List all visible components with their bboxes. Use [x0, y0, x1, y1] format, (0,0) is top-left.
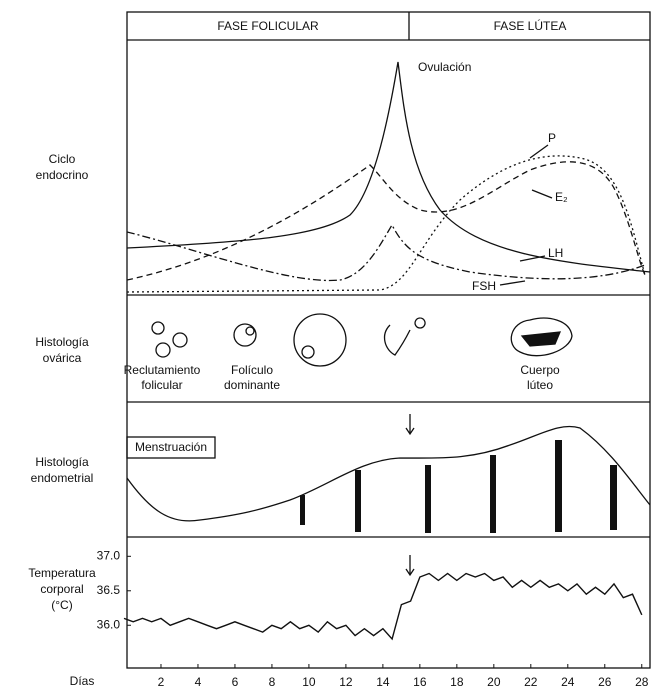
curve-label: FSH [472, 279, 496, 293]
y-tick-label: 37.0 [97, 548, 121, 562]
leader [530, 145, 548, 158]
x-tick-label: 26 [598, 675, 612, 689]
row-label: Histología [35, 335, 89, 349]
x-tick-label: 10 [302, 675, 316, 689]
ovary-label: lúteo [527, 378, 553, 392]
curve-label: P [548, 131, 556, 145]
leader [532, 190, 552, 198]
curve-label: Ovulación [418, 60, 471, 74]
y-axis-label: (°C) [51, 598, 72, 612]
y-tick-label: 36.5 [97, 583, 121, 597]
leader [520, 256, 545, 261]
row-label: endometrial [31, 471, 94, 485]
phase: FASE FOLICULAR [217, 19, 319, 33]
fsh-curve [127, 225, 645, 280]
x-tick-label: 4 [195, 675, 202, 689]
x-tick-label: 2 [158, 675, 165, 689]
leader [500, 281, 525, 285]
lh-curve [127, 62, 650, 272]
y-axis-label: corporal [40, 582, 83, 596]
x-axis-label: Días [70, 674, 95, 688]
ovary-label: dominante [224, 378, 280, 392]
phase: FASE LÚTEA [494, 18, 567, 33]
row-label: endocrino [36, 168, 89, 182]
diagram: FASE FOLICULAR FASE LÚTEA Ciclo endocrin… [0, 0, 654, 691]
y-axis-label: Temperatura [28, 566, 96, 580]
x-tick-label: 6 [232, 675, 239, 689]
x-tick-label: 14 [376, 675, 390, 689]
ovary-label: Cuerpo [520, 363, 560, 377]
x-tick-label: 18 [450, 675, 464, 689]
ovary-label: Folículo [231, 363, 273, 377]
arrow [406, 555, 414, 575]
ovary-label: Reclutamiento [124, 363, 201, 377]
row-label: Ciclo [49, 152, 76, 166]
x-tick-label: 8 [269, 675, 276, 689]
x-tick-label: 22 [524, 675, 538, 689]
temperature-line [124, 574, 642, 640]
x-tick-label: 12 [339, 675, 353, 689]
x-tick-label: 24 [561, 675, 575, 689]
x-tick-label: 16 [413, 675, 427, 689]
row-label: ovárica [43, 351, 82, 365]
glands [300, 440, 617, 533]
x-tick-label: 20 [487, 675, 501, 689]
p-curve [127, 156, 645, 292]
row-label: Histología [35, 455, 89, 469]
x-tick-label: 28 [635, 675, 649, 689]
menstruation-label: Menstruación [135, 440, 207, 454]
ovary-label: folicular [141, 378, 182, 392]
follicles [152, 314, 572, 366]
curve-label: E₂ [555, 190, 568, 204]
curve-label: LH [548, 246, 563, 260]
y-tick-label: 36.0 [97, 617, 121, 631]
arrow [406, 414, 414, 434]
